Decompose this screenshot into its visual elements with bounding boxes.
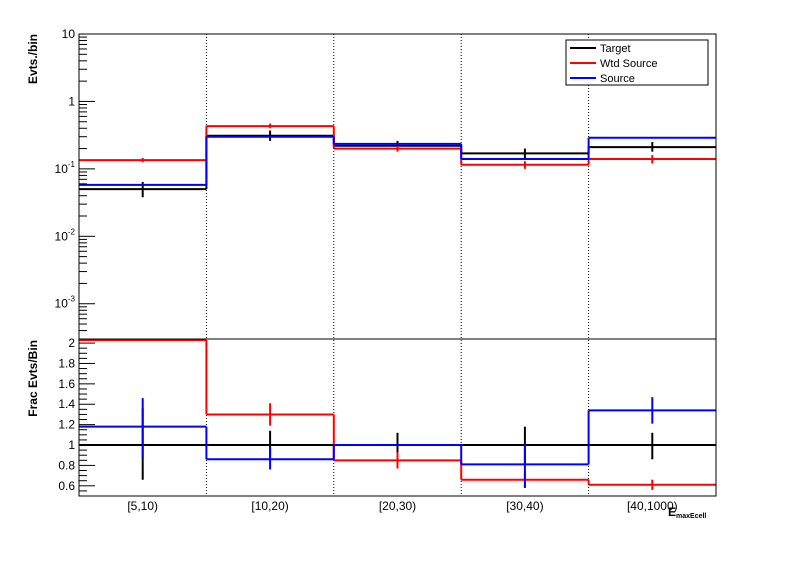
axis-labels: 10-310-210-11100.60.811.21.41.61.82[5,10… bbox=[26, 27, 706, 520]
x-category-label: [40,1000) bbox=[627, 499, 678, 513]
ratio-y-tick-label: 1 bbox=[68, 438, 75, 452]
x-category-label: [30,40) bbox=[506, 499, 543, 513]
x-category-label: [20,30) bbox=[379, 499, 416, 513]
x-category-label: [10,20) bbox=[251, 499, 288, 513]
ratio-y-tick-label: 1.6 bbox=[58, 377, 75, 391]
tick-base: 10 bbox=[55, 229, 69, 243]
ratio-y-tick-label: 1.2 bbox=[58, 418, 75, 432]
top-series-wtd-source bbox=[79, 123, 716, 169]
legend-label: Source bbox=[600, 73, 635, 85]
tick-exponent: -3 bbox=[68, 295, 76, 304]
tick-exponent: -1 bbox=[68, 160, 76, 169]
ratio-y-tick-label: 1.4 bbox=[58, 397, 75, 411]
x-category-label: [5,10) bbox=[127, 499, 158, 513]
x-axis-title: EmaxEcell bbox=[668, 505, 706, 520]
legend: Target Wtd Source Source bbox=[565, 39, 709, 86]
ratio-y-tick-label: 1.8 bbox=[58, 356, 75, 370]
ratio-series-source bbox=[79, 397, 716, 488]
top-y-tick-label: 10-3 bbox=[55, 295, 76, 311]
ratio-y-tick-label: 2 bbox=[68, 336, 75, 350]
legend-label: Target bbox=[600, 43, 631, 55]
x-axis-title-subscript: maxEcell bbox=[676, 513, 706, 520]
tick-base: 10 bbox=[55, 297, 69, 311]
ratio-y-tick-label: 0.8 bbox=[58, 458, 75, 472]
axis-ticks bbox=[79, 33, 95, 492]
tick-exponent: -2 bbox=[68, 227, 76, 236]
legend-label: Wtd Source bbox=[600, 58, 657, 70]
top-y-axis-title: Evts./bin bbox=[26, 34, 40, 84]
top-y-tick-label: 10-1 bbox=[55, 160, 76, 176]
top-y-tick-label: 10 bbox=[62, 27, 76, 41]
top-y-tick-label: 10-2 bbox=[55, 227, 76, 243]
top-series-source bbox=[79, 135, 716, 186]
top-y-tick-label: 1 bbox=[68, 94, 75, 108]
ratio-y-tick-label: 0.6 bbox=[58, 479, 75, 493]
tick-base: 10 bbox=[55, 162, 69, 176]
ratio-y-axis-title: Frac Evts/Bin bbox=[26, 340, 40, 417]
ratio-panel-frame bbox=[78, 338, 717, 497]
x-axis-title-base: E bbox=[668, 505, 676, 519]
panel-frames bbox=[78, 33, 717, 497]
series-layer bbox=[79, 123, 716, 490]
